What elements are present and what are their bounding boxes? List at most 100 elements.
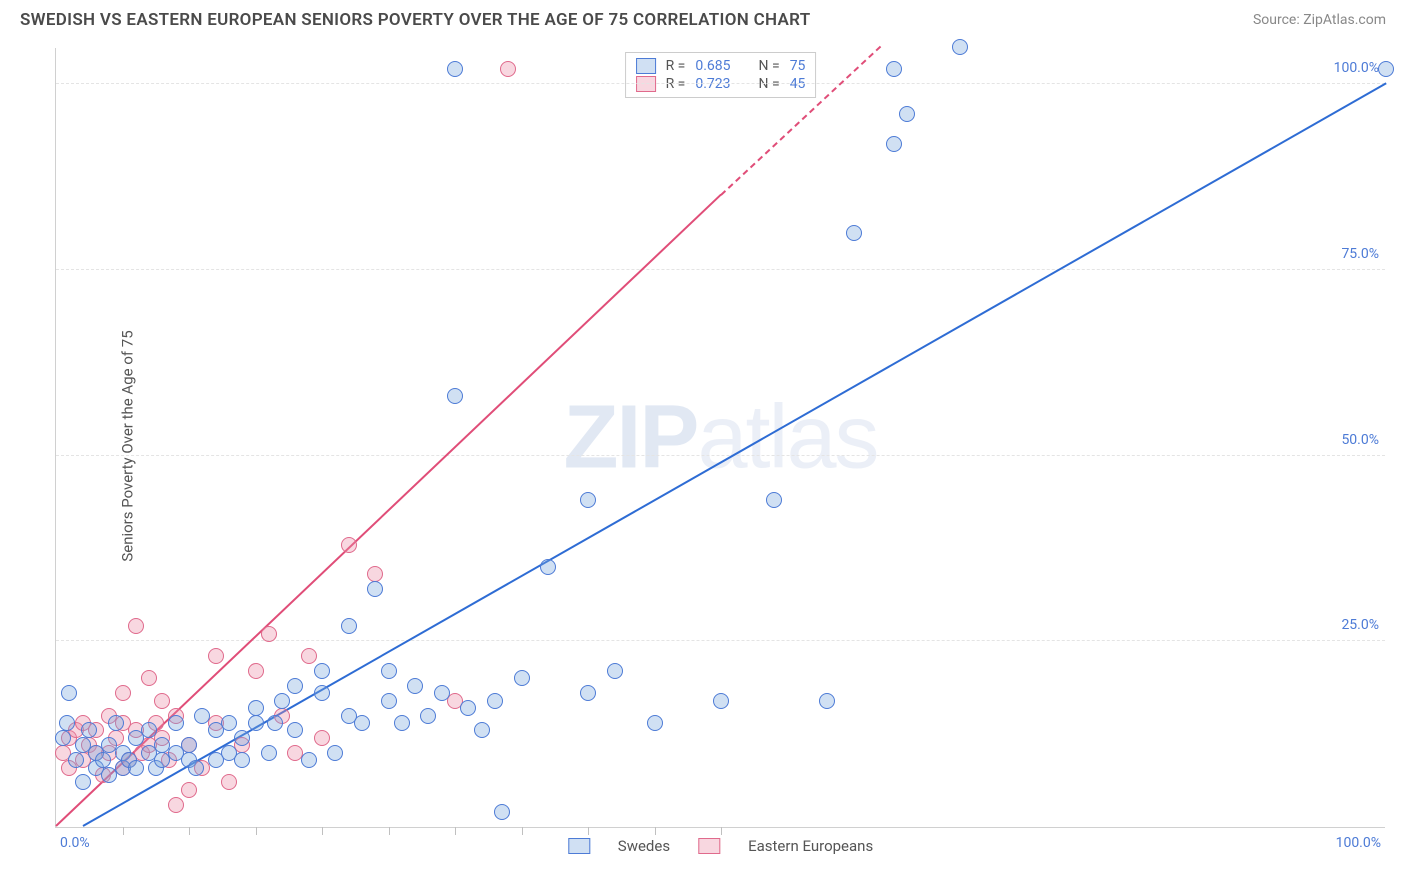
data-point: [75, 774, 91, 790]
data-point: [647, 715, 663, 731]
data-point: [55, 730, 71, 746]
chart-header: SWEDISH VS EASTERN EUROPEAN SENIORS POVE…: [0, 0, 1406, 36]
data-point: [607, 663, 623, 679]
chart-title: SWEDISH VS EASTERN EUROPEAN SENIORS POVE…: [20, 10, 810, 30]
data-point: [108, 715, 124, 731]
data-point: [540, 559, 556, 575]
x-tick: [655, 827, 656, 835]
data-point: [367, 581, 383, 597]
data-point: [234, 730, 250, 746]
x-tick: [322, 827, 323, 835]
data-point: [580, 492, 596, 508]
data-point: [314, 663, 330, 679]
data-point: [341, 618, 357, 634]
data-point: [341, 537, 357, 553]
data-point: [154, 693, 170, 709]
data-point: [221, 715, 237, 731]
x-tick: [721, 827, 722, 835]
data-point: [141, 722, 157, 738]
data-point: [952, 39, 968, 55]
data-point: [128, 618, 144, 634]
data-point: [407, 678, 423, 694]
data-point: [314, 685, 330, 701]
r-legend-row: R = 0.685 N = 75: [636, 57, 806, 75]
data-point: [168, 797, 184, 813]
data-point: [474, 722, 490, 738]
x-tick: [123, 827, 124, 835]
data-point: [261, 626, 277, 642]
data-point: [68, 752, 84, 768]
data-point: [301, 648, 317, 664]
data-point: [287, 678, 303, 694]
data-point: [846, 225, 862, 241]
watermark-part1: ZIP: [563, 387, 697, 487]
x-tick: [189, 827, 190, 835]
data-point: [181, 782, 197, 798]
x-axis-end-label: 100.0%: [1336, 835, 1381, 851]
correlation-legend: R = 0.685 N = 75 R = 0.723 N = 45: [625, 52, 817, 98]
data-point: [420, 708, 436, 724]
data-point: [460, 700, 476, 716]
swatch-icon: [698, 838, 720, 854]
data-point: [886, 61, 902, 77]
data-point: [208, 648, 224, 664]
data-point: [447, 388, 463, 404]
n-value: 75: [790, 58, 806, 74]
data-point: [447, 61, 463, 77]
data-point: [274, 693, 290, 709]
y-tick-label: 100.0%: [1334, 60, 1379, 76]
x-tick: [389, 827, 390, 835]
data-point: [487, 693, 503, 709]
data-point: [194, 708, 210, 724]
data-point: [115, 685, 131, 701]
gridline: [56, 640, 1385, 641]
n-label: N =: [759, 58, 780, 74]
x-tick: [588, 827, 589, 835]
r-value: 0.685: [695, 58, 730, 74]
watermark-part2: atlas: [697, 387, 877, 487]
scatter-chart: ZIPatlas R = 0.685 N = 75 R = 0.723 N = …: [55, 48, 1385, 828]
data-point: [287, 722, 303, 738]
chart-source: Source: ZipAtlas.com: [1253, 12, 1386, 28]
swatch-icon: [568, 838, 590, 854]
x-tick: [455, 827, 456, 835]
watermark-text: ZIPatlas: [563, 386, 877, 489]
swatch-icon: [636, 58, 656, 74]
data-point: [248, 715, 264, 731]
data-point: [61, 685, 77, 701]
data-point: [95, 752, 111, 768]
data-point: [301, 752, 317, 768]
data-point: [514, 670, 530, 686]
data-point: [141, 670, 157, 686]
data-point: [381, 663, 397, 679]
gridline: [56, 455, 1385, 456]
gridline: [56, 269, 1385, 270]
x-tick: [522, 827, 523, 835]
data-point: [1378, 61, 1394, 77]
data-point: [899, 106, 915, 122]
source-prefix: Source:: [1253, 12, 1303, 28]
data-point: [327, 745, 343, 761]
data-point: [59, 715, 75, 731]
data-point: [886, 136, 902, 152]
data-point: [81, 722, 97, 738]
data-point: [494, 804, 510, 820]
r-label: R =: [666, 58, 686, 74]
legend-label: Swedes: [618, 837, 670, 855]
data-point: [713, 693, 729, 709]
legend-label: Eastern Europeans: [748, 837, 873, 855]
data-point: [394, 715, 410, 731]
data-point: [500, 61, 516, 77]
data-point: [128, 760, 144, 776]
data-point: [819, 693, 835, 709]
source-name: ZipAtlas.com: [1303, 12, 1386, 28]
gridline: [56, 83, 1385, 84]
data-point: [267, 715, 283, 731]
data-point: [221, 774, 237, 790]
y-tick-label: 75.0%: [1341, 246, 1379, 262]
data-point: [261, 745, 277, 761]
data-point: [181, 737, 197, 753]
y-tick-label: 25.0%: [1341, 617, 1379, 633]
data-point: [248, 700, 264, 716]
data-point: [168, 715, 184, 731]
